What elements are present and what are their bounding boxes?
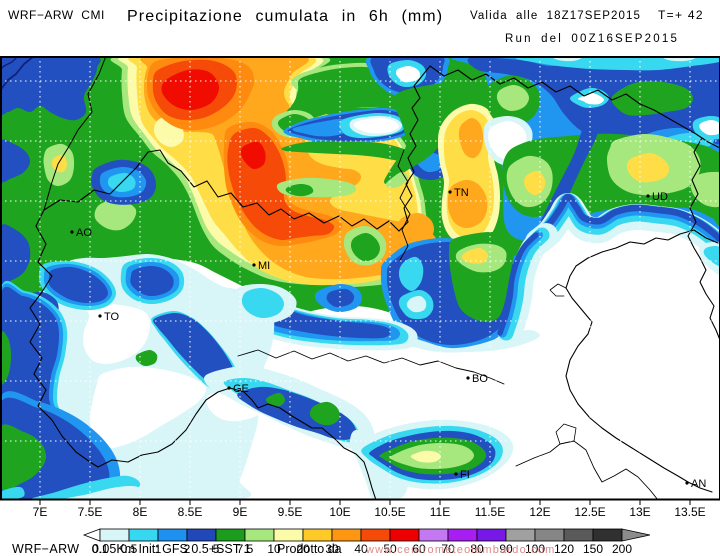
svg-text:Prodotto da: Prodotto da — [277, 542, 342, 556]
svg-text:80: 80 — [470, 542, 484, 556]
svg-text:WRF−ARW CMI: WRF−ARW CMI — [8, 8, 105, 22]
svg-text:UD: UD — [652, 191, 668, 203]
svg-text:60: 60 — [412, 542, 426, 556]
svg-text:WRF−ARW: WRF−ARW — [12, 542, 80, 556]
svg-text:12E: 12E — [529, 505, 550, 519]
svg-text:T=+ 42: T=+ 42 — [658, 8, 704, 22]
svg-text:TN: TN — [454, 187, 469, 199]
svg-text:10E: 10E — [329, 505, 350, 519]
svg-text:7.5E: 7.5E — [78, 505, 103, 519]
svg-text:8.5E: 8.5E — [178, 505, 203, 519]
svg-text:7E: 7E — [33, 505, 48, 519]
svg-text:5: 5 — [213, 542, 220, 556]
svg-text:20: 20 — [296, 542, 310, 556]
svg-text:0.1: 0.1 — [92, 542, 109, 556]
svg-text:9E: 9E — [233, 505, 248, 519]
svg-text:Valida alle 18Z17SEP2015: Valida alle 18Z17SEP2015 — [470, 10, 641, 22]
svg-text:1: 1 — [155, 542, 162, 556]
svg-text:MI: MI — [258, 260, 270, 272]
svg-text:12.5E: 12.5E — [574, 505, 605, 519]
svg-text:Precipitazione cumulata in 6h: Precipitazione cumulata in 6h (mm) — [127, 8, 443, 25]
svg-text:7.5: 7.5 — [237, 542, 254, 556]
svg-text:50: 50 — [383, 542, 397, 556]
svg-text:70: 70 — [441, 542, 455, 556]
svg-text:AO: AO — [76, 227, 92, 239]
svg-text:0.05Km Init: GFS 0.5+SST 1: 0.05Km Init: GFS 0.5+SST 1 — [92, 542, 251, 556]
svg-text:0.5: 0.5 — [121, 542, 138, 556]
svg-text:FI: FI — [460, 469, 470, 481]
svg-text:GE: GE — [233, 383, 249, 395]
svg-text:90: 90 — [499, 542, 513, 556]
svg-text:30: 30 — [325, 542, 339, 556]
svg-text:9.5E: 9.5E — [278, 505, 303, 519]
svg-text:10.5E: 10.5E — [374, 505, 405, 519]
svg-text:TO: TO — [104, 311, 120, 323]
svg-text:Run del 00Z16SEP2015: Run del 00Z16SEP2015 — [505, 33, 679, 45]
svg-text:10: 10 — [267, 542, 281, 556]
svg-text:40: 40 — [354, 542, 368, 556]
svg-text:BO: BO — [472, 373, 488, 385]
svg-text:www.centrometeolombardo.com: www.centrometeolombardo.com — [365, 544, 556, 556]
svg-text:13.5E: 13.5E — [674, 505, 705, 519]
svg-text:AN: AN — [691, 478, 706, 490]
svg-text:13E: 13E — [629, 505, 650, 519]
svg-text:200: 200 — [612, 542, 632, 556]
svg-text:100: 100 — [525, 542, 545, 556]
svg-text:11.5E: 11.5E — [475, 505, 505, 519]
svg-text:11E: 11E — [430, 505, 450, 519]
svg-text:150: 150 — [583, 542, 603, 556]
svg-text:120: 120 — [554, 542, 574, 556]
svg-text:2: 2 — [184, 542, 191, 556]
svg-text:8E: 8E — [133, 505, 148, 519]
